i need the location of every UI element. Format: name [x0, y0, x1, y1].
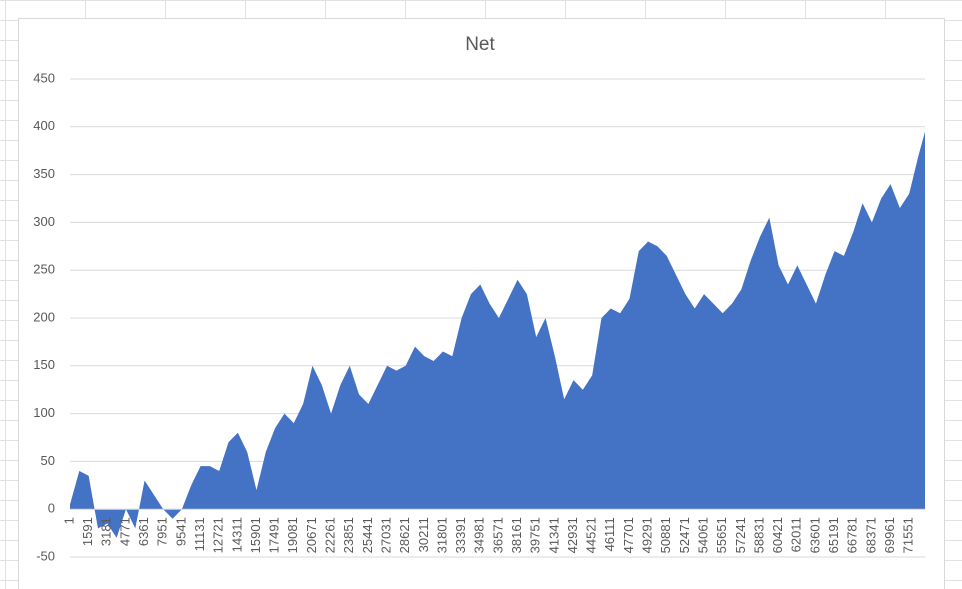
x-tick-label: 38161 [509, 517, 524, 553]
x-tick-label: 60421 [770, 517, 785, 553]
x-tick-label: 44521 [584, 517, 599, 553]
x-tick-label: 19081 [285, 517, 300, 553]
x-tick-label: 71551 [901, 517, 916, 553]
y-tick-label: 300 [33, 214, 55, 229]
x-tick-label: 58831 [751, 517, 766, 553]
y-tick-label: 150 [33, 357, 55, 372]
x-tick-label: 11131 [192, 517, 207, 551]
y-tick-label: 250 [33, 262, 55, 277]
x-tick-label: 14311 [229, 517, 244, 552]
x-tick-label: 39751 [528, 517, 543, 553]
y-tick-label: 400 [33, 118, 55, 133]
x-tick-label: 34981 [472, 517, 487, 553]
x-tick-label: 69961 [882, 517, 897, 553]
x-tick-label: 30211 [416, 517, 431, 552]
x-tick-label: 28621 [397, 517, 412, 553]
x-tick-label: 6361 [136, 517, 151, 546]
y-tick-label: 50 [41, 453, 55, 468]
x-tick-label: 52471 [677, 517, 692, 553]
x-tick-label: 42931 [565, 517, 580, 553]
x-tick-label: 46111 [602, 517, 617, 551]
x-tick-label: 33391 [453, 517, 468, 553]
x-tick-label: 1591 [80, 517, 95, 546]
y-tick-label: -50 [36, 548, 55, 563]
x-tick-label: 63601 [807, 517, 822, 553]
x-tick-label: 55651 [714, 517, 729, 553]
x-tick-label: 4771 [117, 517, 132, 546]
x-tick-label: 65191 [826, 517, 841, 553]
x-tick-label: 17491 [267, 517, 282, 553]
x-tick-label: 15901 [248, 517, 263, 553]
chart-title: Net [465, 34, 495, 55]
x-tick-label: 47701 [621, 517, 636, 553]
x-tick-label: 62011 [789, 517, 804, 552]
y-tick-label: 0 [48, 501, 55, 516]
x-tick-label: 12721 [211, 517, 226, 553]
y-tick-label: 350 [33, 166, 55, 181]
y-tick-label: 450 [33, 70, 55, 85]
x-tick-label: 1 [61, 517, 76, 524]
area [70, 131, 925, 538]
x-tick-label: 23851 [341, 517, 356, 553]
x-tick-label: 41341 [546, 517, 561, 553]
x-tick-label: 68371 [863, 517, 878, 553]
x-tick-label: 49291 [640, 517, 655, 553]
x-tick-label: 57241 [733, 517, 748, 553]
x-tick-label: 3181 [99, 517, 114, 546]
y-tick-label: 100 [33, 405, 55, 420]
x-tick-label: 50881 [658, 517, 673, 553]
x-tick-label: 7951 [155, 517, 170, 546]
x-tick-label: 36571 [490, 517, 505, 553]
x-tick-label: 9541 [173, 517, 188, 546]
x-tick-label: 27031 [378, 517, 393, 553]
x-tick-label: 66781 [845, 517, 860, 553]
x-tick-label: 20671 [304, 517, 319, 553]
x-tick-label: 31801 [434, 517, 449, 553]
x-tick-label: 54061 [695, 517, 710, 553]
y-tick-label: 200 [33, 309, 55, 324]
x-tick-label: 22261 [323, 517, 338, 553]
x-tick-label: 25441 [360, 517, 375, 553]
